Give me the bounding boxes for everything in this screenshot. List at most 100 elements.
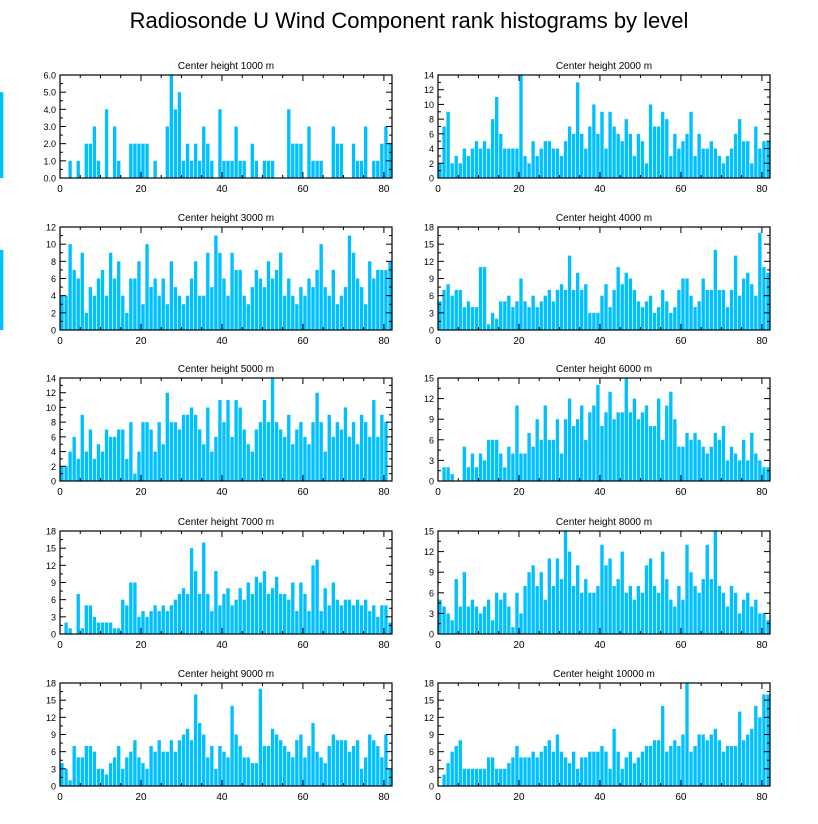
histogram-bar — [531, 565, 535, 634]
y-tick-label: 18 — [424, 679, 434, 689]
histogram-bar — [624, 119, 628, 178]
x-tick-label: 40 — [216, 336, 228, 347]
histogram-bar — [754, 705, 758, 786]
histogram-bar — [331, 126, 335, 178]
histogram-bar — [628, 585, 632, 634]
histogram-bar — [222, 751, 226, 786]
histogram-bar — [347, 436, 352, 481]
histogram-bar — [499, 768, 503, 786]
histogram-bar — [511, 757, 515, 786]
histogram-bar — [254, 160, 259, 178]
histogram-bar — [161, 751, 165, 786]
histogram-bar — [351, 422, 356, 481]
histogram-bar — [129, 422, 133, 481]
histogram-bar — [108, 622, 113, 634]
histogram-bar — [624, 757, 628, 786]
histogram-bar — [677, 745, 681, 786]
histogram-bar — [729, 585, 734, 634]
histogram-bar — [584, 284, 588, 330]
histogram-bar — [478, 453, 483, 481]
histogram-bar — [656, 307, 661, 330]
y-tick-label: 8 — [429, 115, 434, 125]
histogram-bar — [515, 148, 519, 178]
histogram-bar — [169, 740, 174, 786]
histogram-bar — [359, 414, 364, 481]
histogram-bar — [315, 392, 319, 481]
histogram-bar — [612, 289, 616, 330]
x-tick-label: 40 — [216, 792, 228, 803]
histogram-bar — [153, 751, 157, 786]
histogram-bar — [677, 446, 681, 481]
histogram-bar — [499, 599, 503, 634]
histogram-bar — [218, 109, 222, 178]
histogram-bar — [80, 252, 84, 330]
histogram-bar — [364, 599, 368, 634]
histogram-bar — [311, 160, 315, 178]
histogram-bar — [462, 307, 466, 330]
histogram-bar — [580, 405, 584, 481]
histogram-bar — [721, 592, 726, 634]
figure-title: Radiosonde U Wind Component rank histogr… — [129, 8, 689, 33]
histogram-bar — [612, 126, 616, 178]
y-tick-label: 2 — [429, 159, 434, 169]
histogram-bar — [274, 576, 279, 634]
histogram-bar — [466, 606, 471, 634]
histogram-bar — [270, 728, 275, 786]
histogram-bar — [608, 391, 612, 481]
histogram-bar — [112, 126, 117, 178]
histogram-bar — [551, 751, 556, 786]
histogram-bar — [701, 579, 705, 634]
histogram-bar — [588, 126, 592, 178]
x-tick-label: 80 — [756, 336, 768, 347]
histogram-bar — [347, 235, 352, 330]
y-tick-label: 12 — [424, 713, 434, 723]
histogram-bar — [652, 585, 657, 634]
histogram-bar — [64, 295, 68, 330]
histogram-bar — [705, 453, 709, 481]
histogram-bar — [376, 745, 380, 786]
histogram-bar — [466, 301, 471, 330]
histogram-bar — [173, 109, 178, 178]
histogram-bar — [331, 269, 335, 330]
histogram-bar — [141, 611, 145, 634]
histogram-bar — [725, 307, 730, 330]
histogram-bar — [713, 249, 718, 330]
histogram-bar — [80, 414, 84, 481]
histogram-bar — [450, 620, 454, 634]
y-tick-label: 2 — [51, 308, 56, 318]
histogram-bar — [283, 745, 287, 786]
histogram-bar — [173, 599, 178, 634]
histogram-bar — [262, 571, 267, 634]
histogram-bar — [478, 148, 483, 178]
histogram-bar — [72, 436, 76, 481]
histogram-bar — [214, 436, 218, 481]
histogram-bar — [291, 143, 295, 178]
x-tick-label: 80 — [756, 487, 768, 498]
histogram-bar — [238, 269, 242, 330]
histogram-bar — [323, 763, 327, 786]
histogram-bar — [153, 605, 157, 634]
histogram-bar — [640, 307, 645, 330]
histogram-bar — [503, 467, 507, 481]
histogram-bar — [327, 295, 331, 330]
histogram-bar — [376, 616, 380, 634]
histogram-bar — [608, 111, 612, 178]
histogram-bar — [133, 278, 137, 330]
histogram-bar — [141, 422, 145, 481]
histogram-bar — [499, 133, 503, 178]
histogram-bar — [470, 148, 475, 178]
histogram-bar — [750, 284, 754, 330]
histogram-bar — [161, 278, 165, 330]
histogram-bar — [555, 734, 560, 786]
histogram-bar — [125, 757, 129, 786]
y-tick-label: 9 — [429, 568, 434, 578]
histogram-bar — [129, 143, 133, 178]
y-tick-label: 0 — [51, 782, 56, 792]
chart-panel: Center height 2000 m 0 20 40 60 80 0 2 4 6 8 10 12 14 — [424, 61, 771, 195]
chart-panel: Center height 5000 m 0 20 40 60 80 0 2 4 6 8 10 12 14 — [46, 364, 393, 498]
histogram-bar — [636, 585, 641, 634]
histogram-bar — [588, 592, 592, 634]
histogram-bar — [64, 466, 68, 481]
histogram-bar — [287, 751, 291, 786]
